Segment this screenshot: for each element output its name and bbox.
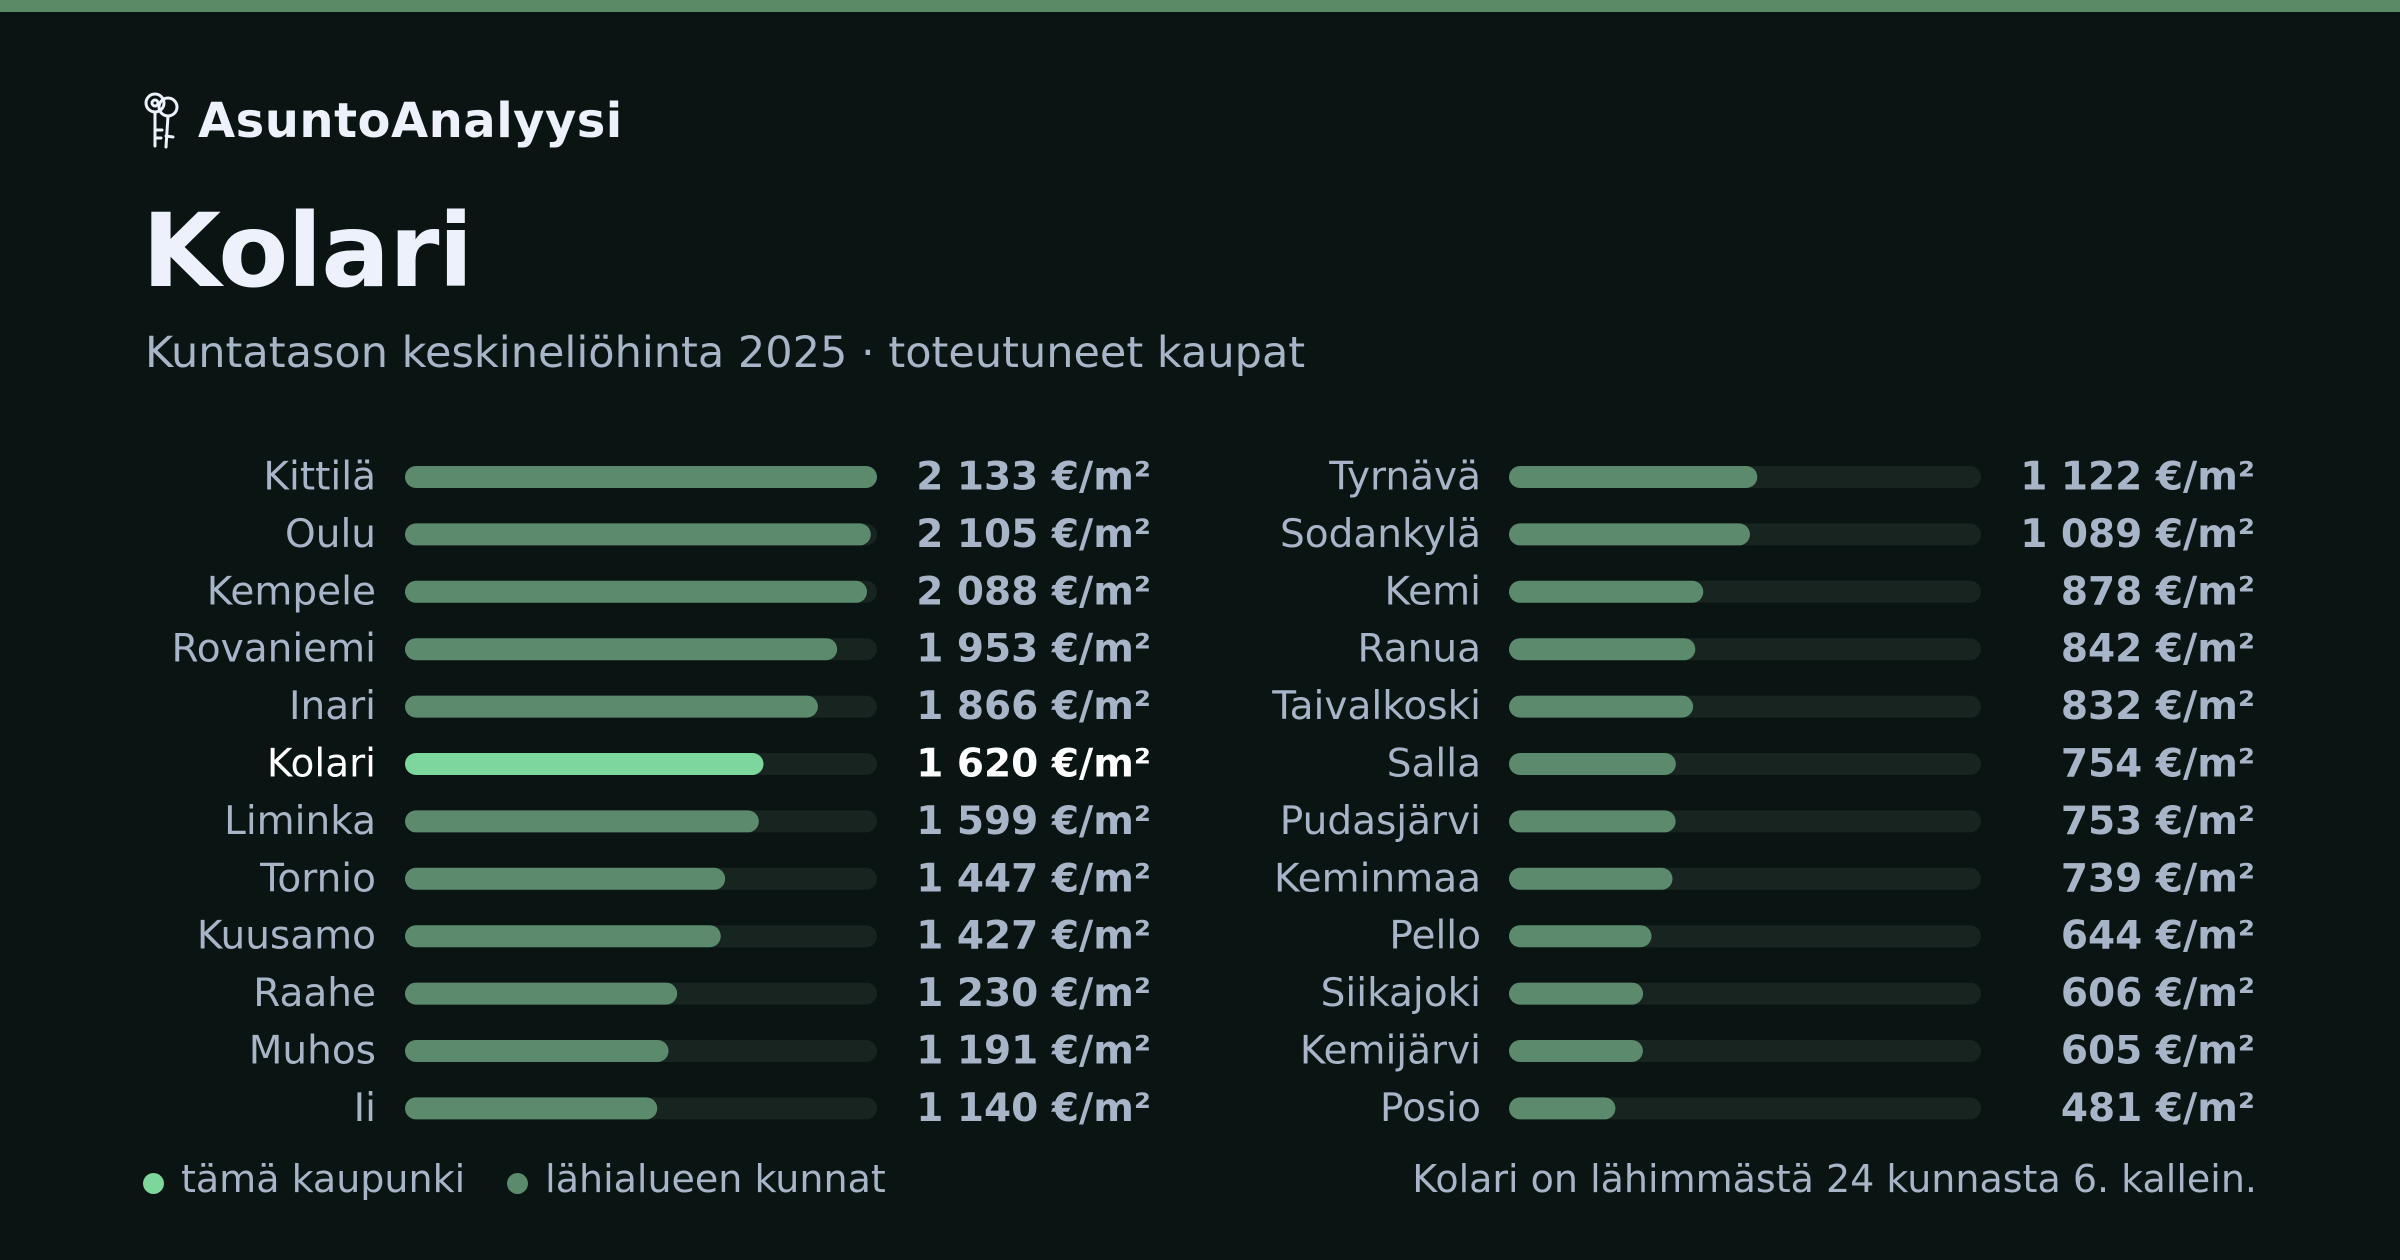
bar bbox=[405, 810, 759, 833]
value-label: 1 191 €/m² bbox=[916, 1029, 1151, 1074]
bar bbox=[405, 867, 726, 890]
bar bbox=[405, 982, 678, 1005]
category-label: Oulu bbox=[285, 512, 376, 557]
value-label: 1 140 €/m² bbox=[916, 1086, 1151, 1131]
page-title: Kolari bbox=[142, 192, 473, 311]
value-label: 754 €/m² bbox=[2061, 742, 2255, 787]
category-label: Tornio bbox=[259, 856, 376, 901]
value-label: 1 427 €/m² bbox=[916, 914, 1151, 959]
category-label: Kolari bbox=[267, 742, 376, 787]
legend-item-nearby: lähialueen kunnat bbox=[507, 1157, 886, 1201]
bar bbox=[405, 580, 868, 603]
legend-label-nearby: lähialueen kunnat bbox=[545, 1157, 886, 1201]
value-label: 605 €/m² bbox=[2061, 1029, 2255, 1074]
category-label: Pello bbox=[1389, 914, 1481, 959]
category-label: Ii bbox=[354, 1086, 376, 1131]
category-label: Posio bbox=[1380, 1086, 1481, 1131]
value-label: 1 122 €/m² bbox=[2020, 455, 2255, 500]
value-label: 878 €/m² bbox=[2061, 569, 2255, 614]
value-label: 481 €/m² bbox=[2061, 1086, 2255, 1131]
value-label: 1 866 €/m² bbox=[916, 684, 1151, 729]
bar bbox=[1509, 523, 1750, 546]
page-subtitle: Kuntatason keskineliöhinta 2025 · toteut… bbox=[145, 328, 1306, 378]
value-label: 2 105 €/m² bbox=[916, 512, 1151, 557]
legend-dot-icon bbox=[143, 1172, 164, 1194]
value-label: 1 089 €/m² bbox=[2020, 512, 2255, 557]
bar bbox=[1509, 925, 1652, 948]
bar bbox=[1509, 1097, 1616, 1120]
bar-track bbox=[1509, 1097, 1981, 1120]
value-label: 842 €/m² bbox=[2061, 627, 2255, 672]
bar bbox=[405, 466, 877, 488]
value-label: 1 953 €/m² bbox=[916, 627, 1151, 672]
category-label: Kempele bbox=[207, 569, 376, 614]
category-label: Taivalkoski bbox=[1271, 684, 1481, 729]
accent-stripe bbox=[0, 0, 2400, 12]
legend-dot-icon bbox=[507, 1172, 529, 1194]
category-label: Rovaniemi bbox=[171, 627, 376, 672]
bar bbox=[1509, 982, 1644, 1005]
value-label: 644 €/m² bbox=[2061, 914, 2255, 959]
category-label: Sodankylä bbox=[1280, 512, 1481, 557]
value-label: 753 €/m² bbox=[2061, 799, 2255, 844]
bar bbox=[1509, 810, 1676, 833]
keys-icon bbox=[144, 92, 179, 149]
bar bbox=[405, 1097, 658, 1120]
value-label: 1 620 €/m² bbox=[916, 742, 1151, 787]
bar bbox=[405, 638, 838, 661]
value-label: 1 230 €/m² bbox=[916, 971, 1151, 1016]
category-label: Inari bbox=[289, 684, 376, 729]
category-label: Raahe bbox=[253, 971, 376, 1016]
category-label: Kemijärvi bbox=[1300, 1029, 1481, 1074]
legend: tämä kaupunki lähialueen kunnat bbox=[143, 1154, 928, 1204]
bar bbox=[405, 925, 721, 948]
bar bbox=[1509, 638, 1696, 661]
bar bbox=[405, 695, 818, 718]
bar-highlight bbox=[405, 753, 764, 775]
value-label: 606 €/m² bbox=[2061, 971, 2255, 1016]
category-label: Kuusamo bbox=[197, 914, 376, 959]
legend-item-this-city: tämä kaupunki bbox=[143, 1157, 465, 1201]
value-label: 1 599 €/m² bbox=[916, 799, 1151, 844]
bar bbox=[405, 523, 871, 546]
value-label: 739 €/m² bbox=[2061, 856, 2255, 901]
bar bbox=[1509, 1040, 1643, 1062]
bar bbox=[1509, 695, 1694, 718]
value-label: 832 €/m² bbox=[2061, 684, 2255, 729]
value-label: 2 133 €/m² bbox=[916, 455, 1151, 500]
bar bbox=[1509, 867, 1673, 890]
rank-footnote: Kolari on lähimmästä 24 kunnasta 6. kall… bbox=[1412, 1157, 2257, 1201]
category-label: Pudasjärvi bbox=[1280, 799, 1481, 844]
category-label: Muhos bbox=[249, 1029, 376, 1074]
category-label: Tyrnävä bbox=[1328, 455, 1481, 500]
brand-name: AsuntoAnalyysi bbox=[198, 93, 623, 149]
value-label: 1 447 €/m² bbox=[916, 856, 1151, 901]
legend-label-this-city: tämä kaupunki bbox=[181, 1157, 466, 1201]
category-label: Keminmaa bbox=[1274, 856, 1481, 901]
bar bbox=[405, 1040, 669, 1062]
bar bbox=[1509, 466, 1758, 488]
brand: AsuntoAnalyysi bbox=[140, 88, 623, 154]
category-label: Ranua bbox=[1358, 627, 1481, 672]
category-label: Salla bbox=[1387, 742, 1481, 787]
bar bbox=[1509, 580, 1704, 603]
bar bbox=[1509, 753, 1676, 775]
category-label: Siikajoki bbox=[1321, 971, 1481, 1016]
category-label: Kemi bbox=[1385, 569, 1481, 614]
category-label: Liminka bbox=[224, 799, 376, 844]
category-label: Kittilä bbox=[263, 455, 376, 500]
value-label: 2 088 €/m² bbox=[916, 569, 1151, 614]
